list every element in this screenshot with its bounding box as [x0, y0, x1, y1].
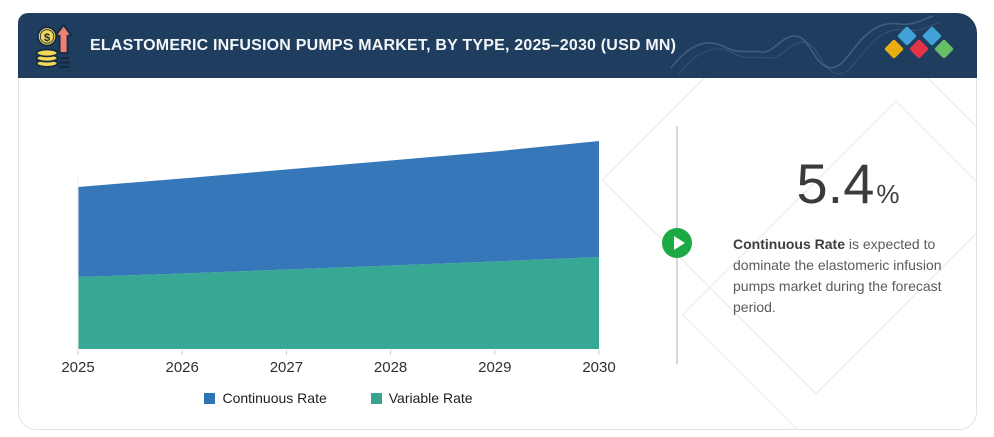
diamond-icon	[909, 38, 929, 59]
money-growth-icon: $	[35, 23, 73, 68]
legend-label: Variable Rate	[388, 390, 473, 406]
market-chart-card: $ ELASTOMERIC INFUSION PUMPS MARKET, BY …	[18, 13, 977, 430]
insight-text: Continuous Rate is expected to dominate …	[733, 234, 963, 318]
legend-marker-icon	[370, 392, 382, 404]
play-icon	[662, 228, 692, 258]
card-header: $ ELASTOMERIC INFUSION PUMPS MARKET, BY …	[18, 13, 977, 78]
chart-title: ELASTOMERIC INFUSION PUMPS MARKET, BY TY…	[90, 36, 677, 54]
continuous-rate-area	[78, 141, 599, 277]
cagr-number: 5.4	[796, 152, 875, 215]
chart-legend: Continuous Rate Variable Rate	[78, 390, 599, 406]
variable-rate-area	[78, 257, 599, 349]
insight-panel: 5.4% Continuous Rate is expected to domi…	[729, 156, 967, 318]
percent-sign: %	[876, 179, 900, 209]
legend-item: Continuous Rate	[204, 390, 327, 406]
insight-lead: Continuous Rate	[733, 236, 845, 252]
card-body: 2025 2026 2027 2028 2029 2030 Continuous Rate…	[18, 78, 977, 430]
insight-rest: is expected to dominate the elastomeric …	[733, 236, 942, 315]
legend-marker-icon	[204, 392, 216, 404]
cagr-value: 5.4%	[729, 156, 967, 212]
legend-item: Variable Rate	[370, 390, 473, 406]
stacked-area-chart	[77, 141, 600, 355]
diamond-icon	[934, 38, 954, 59]
legend-label: Continuous Rate	[222, 390, 327, 406]
svg-text:$: $	[44, 31, 51, 43]
play-triangle-icon	[673, 236, 685, 250]
diamond-icon	[884, 38, 904, 59]
diamond-cluster	[884, 26, 967, 63]
